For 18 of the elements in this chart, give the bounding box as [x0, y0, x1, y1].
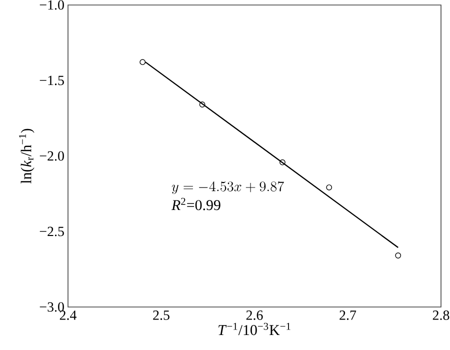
x-tick-label: 2.5 [153, 310, 170, 320]
point [326, 184, 332, 190]
x-tick-label: 2.6 [246, 310, 263, 320]
annotation: $y=-4.53x+9.87$ [172, 181, 284, 194]
point [395, 252, 402, 258]
x-tick-label: 2.4 [60, 310, 77, 320]
y-tick-label: −1.5 [40, 76, 64, 86]
point [199, 102, 206, 108]
y-axis-title: ln(k$_{r}$/h$^{−1}$) [19, 128, 34, 184]
x-axis-title: T$^{−1}$/10$^{−3}$K$^{−1}$ [218, 322, 290, 336]
point [280, 159, 286, 166]
y-tick-label: −2.5 [40, 226, 64, 236]
y-tick-label: −3.0 [40, 302, 64, 312]
y-tick-label: −1.0 [40, 0, 64, 10]
x-tick-label: 2.8 [432, 310, 450, 320]
y-tick-label: −2.0 [40, 151, 64, 161]
annotation: R$^{2}$=0.99 [171, 198, 220, 210]
x-tick-label: 2.7 [340, 310, 356, 320]
